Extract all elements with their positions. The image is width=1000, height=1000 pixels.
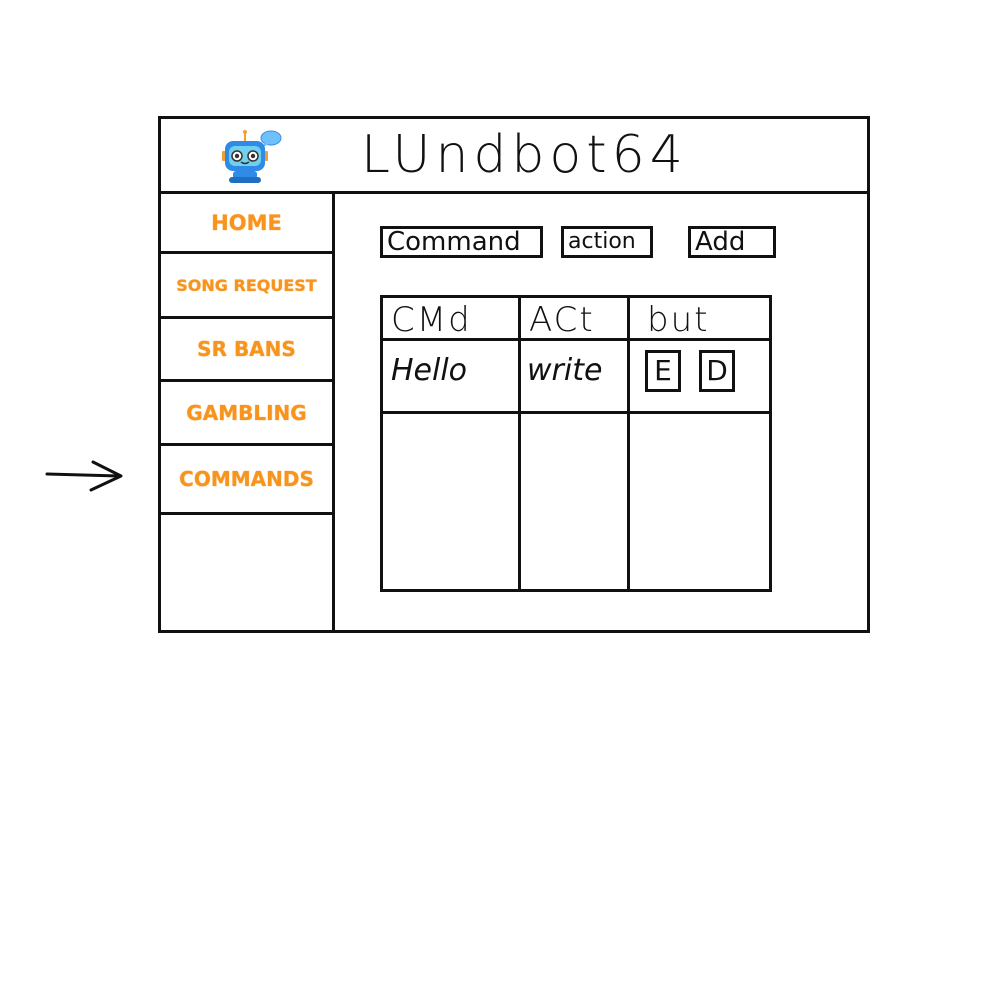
command-input[interactable]: Command <box>380 226 543 258</box>
sidebar: HOME SONG REQUEST SR BANS GAMBLING COMMA… <box>161 194 335 630</box>
commands-table: CMd ACt but Hello write E D <box>380 295 772 592</box>
delete-button[interactable]: D <box>699 350 735 392</box>
column-header-command: CMd <box>391 300 472 340</box>
active-item-arrow-icon <box>45 460 123 492</box>
column-divider <box>627 298 630 589</box>
sidebar-item-sr-bans[interactable]: SR BANS <box>161 319 332 382</box>
sidebar-item-commands[interactable]: COMMANDS <box>161 446 332 515</box>
column-header-action: ACt <box>529 300 595 340</box>
sidebar-item-song-request[interactable]: SONG REQUEST <box>161 254 332 319</box>
sidebar-item-gambling[interactable]: GAMBLING <box>161 382 332 446</box>
column-divider <box>518 298 521 589</box>
app-title: LUndbot64 <box>361 125 688 185</box>
edit-button[interactable]: E <box>645 350 681 392</box>
robot-logo-icon <box>222 130 282 183</box>
column-header-buttons: but <box>647 300 710 340</box>
main-content: Command action Add CMd ACt but Hello wri… <box>335 194 867 630</box>
row-divider <box>383 338 769 341</box>
cell-command: Hello <box>391 353 468 388</box>
row-divider <box>383 411 769 414</box>
app-header: LUndbot64 <box>161 119 867 194</box>
action-input[interactable]: action <box>561 226 653 258</box>
app-window: LUndbot64 HOME SONG REQUEST SR BANS GAMB… <box>158 116 870 633</box>
add-button[interactable]: Add <box>688 226 776 258</box>
sidebar-item-home[interactable]: HOME <box>161 194 332 254</box>
cell-action: write <box>527 353 603 388</box>
